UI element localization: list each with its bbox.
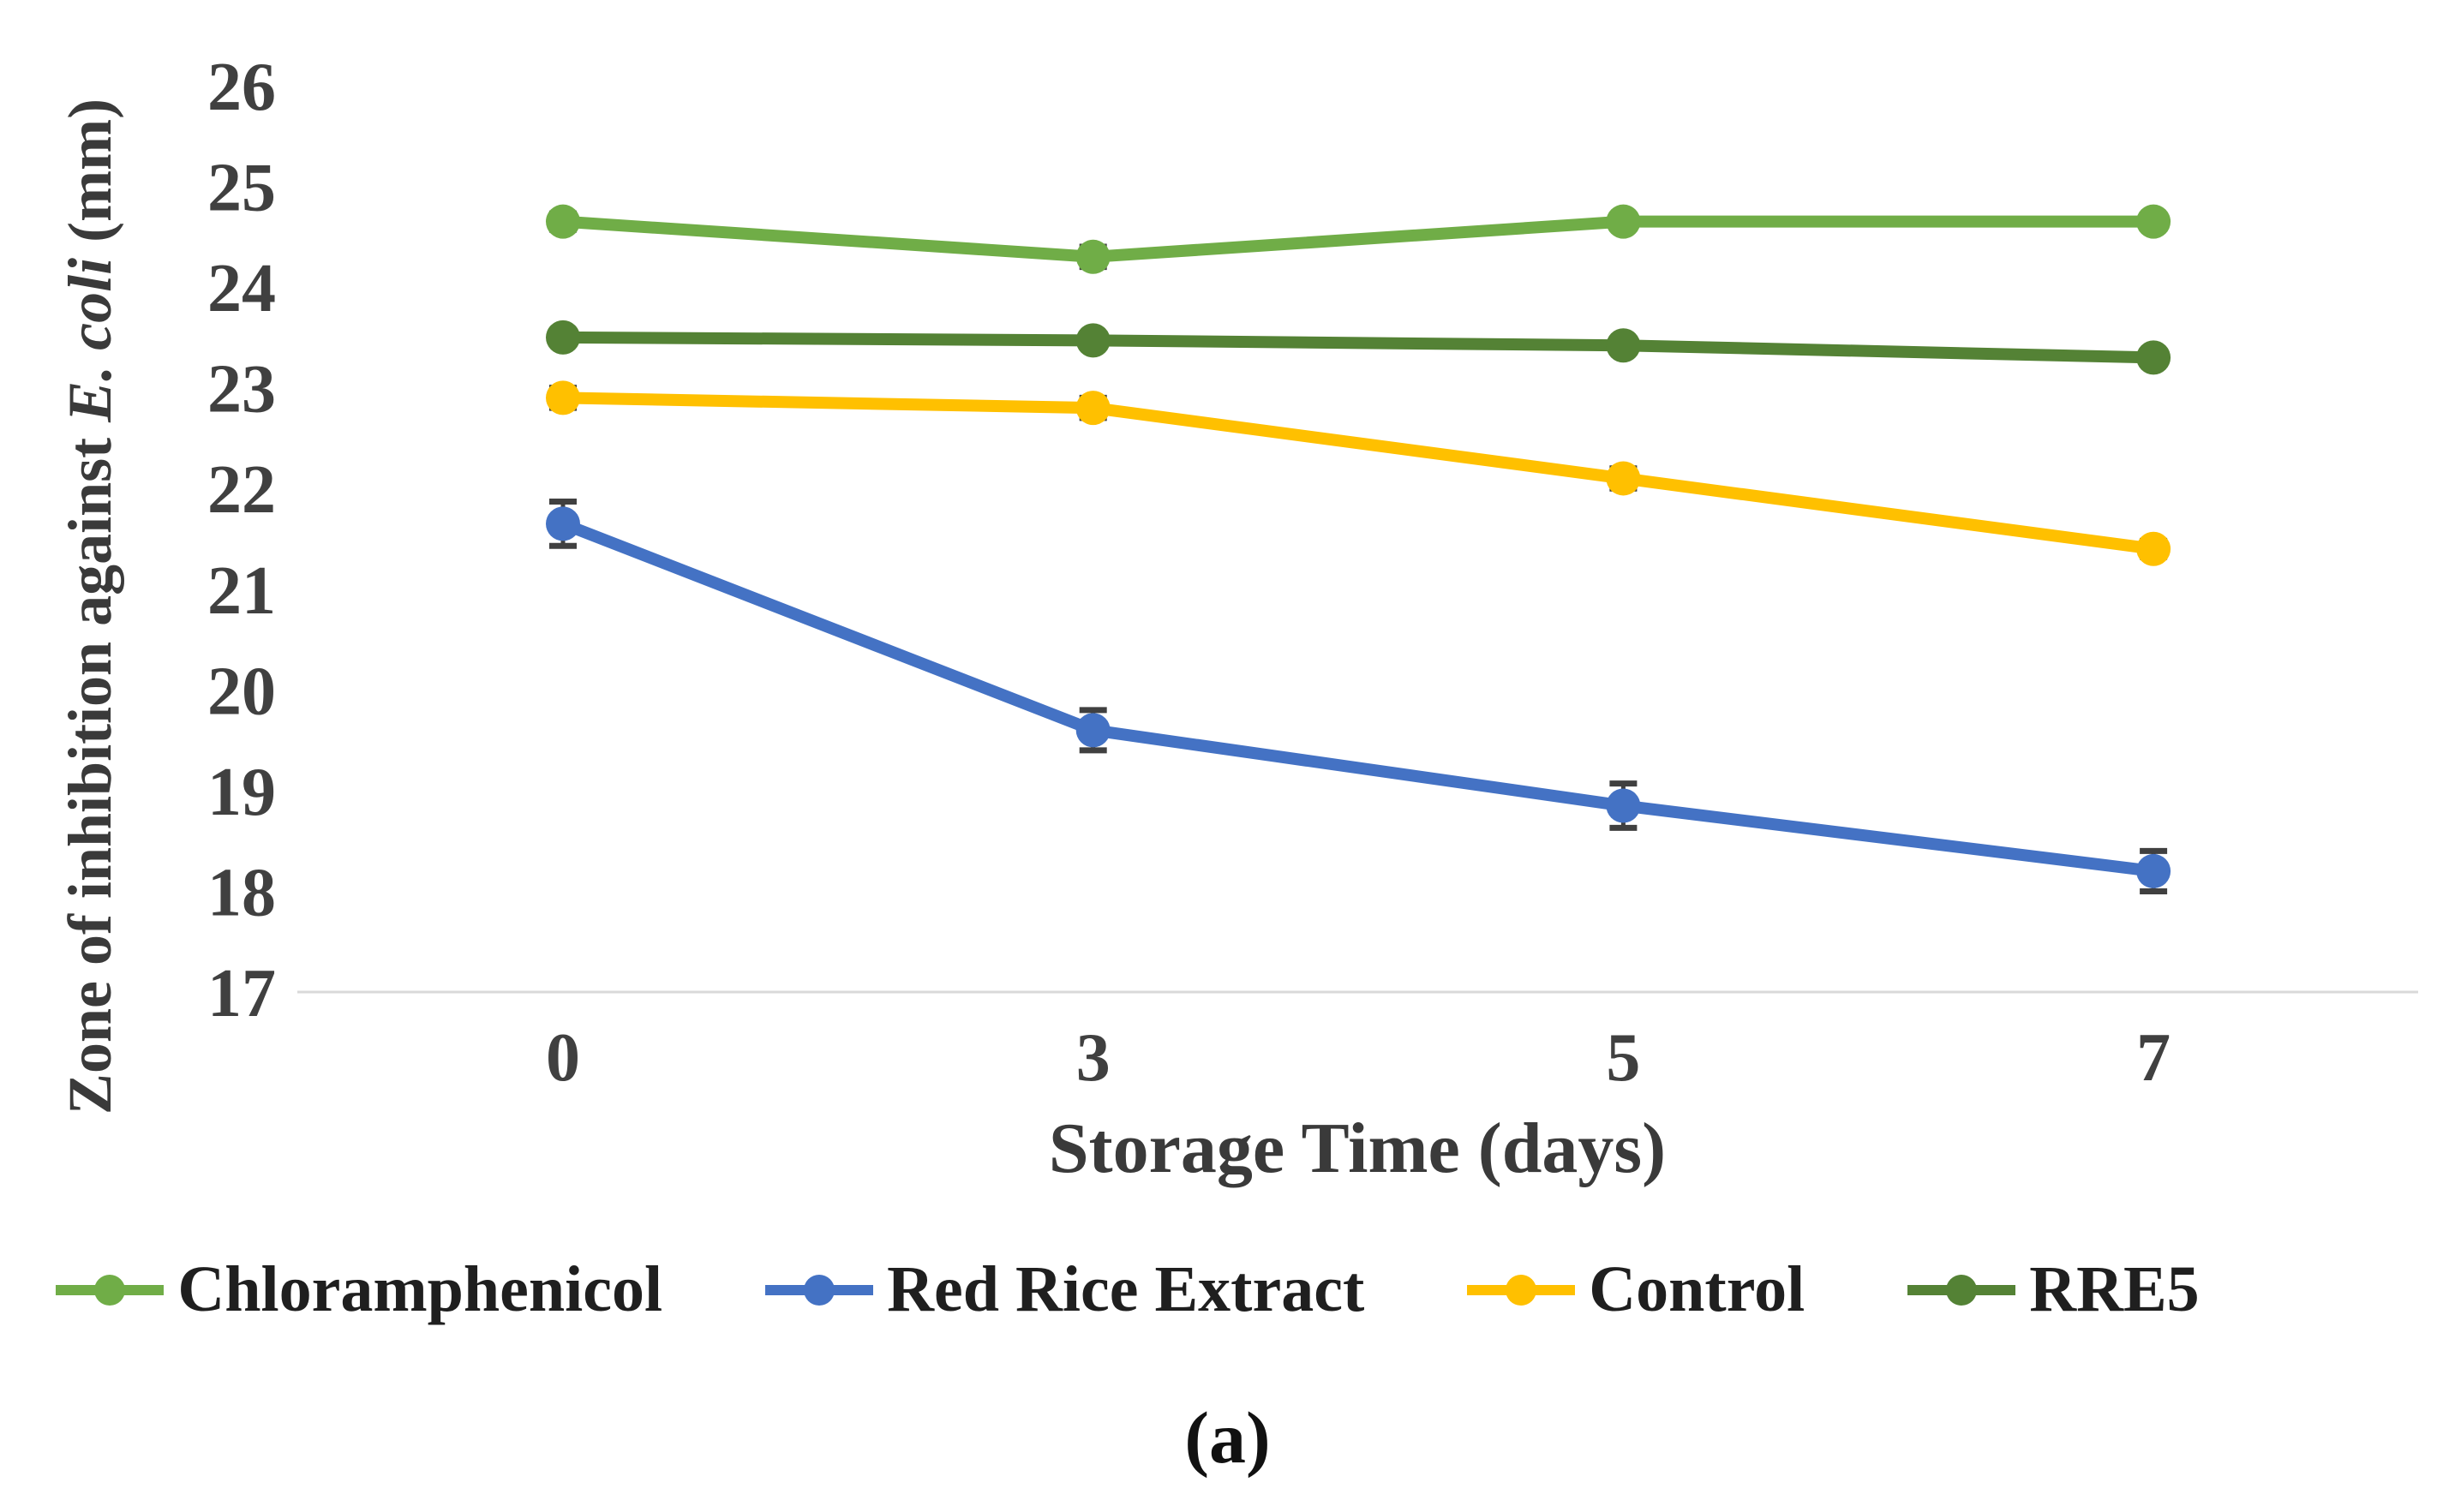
- legend-label: Control: [1589, 1253, 1805, 1325]
- series-path: [557, 391, 2160, 555]
- data-point: [546, 380, 580, 415]
- data-point: [1606, 204, 1641, 239]
- x-axis-title: Storage Time (days): [1048, 1109, 1667, 1188]
- legend: Chloramphenicol Red Rice Extract Control RR…: [0, 1252, 2254, 1327]
- y-tick-label: 20: [207, 654, 276, 729]
- legend-item-chloramphenicol: Chloramphenicol: [54, 1252, 662, 1327]
- legend-swatch-marker: [804, 1274, 835, 1306]
- legend-item-control: Control: [1465, 1252, 1805, 1327]
- y-tick-label: 18: [207, 855, 276, 930]
- data-point: [1075, 239, 1111, 274]
- series-markers-rre5: [546, 320, 2171, 375]
- y-tick-label: 22: [207, 452, 276, 528]
- legend-swatch-marker: [1506, 1274, 1537, 1306]
- y-axis-title-prefix: Zone of inhibition against: [56, 421, 124, 1115]
- data-point: [1606, 328, 1641, 363]
- x-tick-label: 5: [1606, 1020, 1640, 1096]
- series-line-rre5: [557, 331, 2160, 364]
- legend-swatch-icon: [765, 1274, 874, 1306]
- y-tick-label: 17: [207, 956, 276, 1031]
- series-line-control: [557, 391, 2160, 555]
- x-tick-label: 7: [2136, 1020, 2171, 1096]
- y-tick-label: 25: [207, 151, 276, 226]
- y-axis-title-suffix: (mm): [56, 98, 124, 258]
- y-tick-labels: 26 25 24 23 22 21 20 19 18 17: [207, 50, 276, 1031]
- y-tick-label: 24: [207, 251, 276, 326]
- data-point: [2136, 531, 2171, 566]
- x-tick-label: 3: [1076, 1020, 1111, 1096]
- y-tick-label: 21: [207, 553, 276, 629]
- legend-label: Red Rice Extract: [887, 1253, 1365, 1325]
- figure-caption: (a): [1184, 1396, 1271, 1479]
- series-markers-red-rice-extract: [546, 506, 2171, 888]
- series-line-chloramphenicol: [557, 215, 2160, 263]
- series-markers-control: [546, 380, 2171, 566]
- y-tick-label: 23: [207, 352, 276, 427]
- legend-swatch-marker: [94, 1274, 126, 1306]
- legend-swatch-marker: [1946, 1274, 1978, 1306]
- series-path: [557, 517, 2160, 877]
- y-tick-label: 19: [207, 755, 276, 830]
- data-point: [546, 506, 580, 541]
- y-axis-title-italic: E. coli: [56, 257, 124, 422]
- data-point: [2136, 204, 2171, 239]
- data-point: [1075, 391, 1111, 426]
- series-markers-chloramphenicol: [546, 204, 2171, 274]
- x-tick-labels: 0 3 5 7: [546, 1020, 2171, 1096]
- series-path: [557, 331, 2160, 364]
- data-point: [546, 320, 580, 355]
- data-point: [1606, 788, 1641, 823]
- data-point: [1075, 713, 1111, 748]
- legend-swatch-icon: [1467, 1274, 1576, 1306]
- y-axis-title: Zone of inhibition against E. coli (mm): [55, 2, 137, 1211]
- x-tick-label: 0: [546, 1020, 580, 1096]
- legend-item-rre5: RRE5: [1906, 1252, 2200, 1327]
- data-point: [1075, 323, 1111, 358]
- series-line-red-rice-extract: [557, 517, 2160, 877]
- legend-label: RRE5: [2029, 1253, 2200, 1325]
- data-point: [1606, 461, 1641, 496]
- series-path: [557, 215, 2160, 263]
- legend-item-red-rice-extract: Red Rice Extract: [763, 1252, 1364, 1327]
- y-tick-label: 26: [207, 50, 276, 125]
- legend-swatch-icon: [1907, 1274, 2016, 1306]
- data-point: [2136, 340, 2171, 375]
- error-bars: [549, 210, 2168, 894]
- legend-swatch-icon: [56, 1274, 165, 1306]
- legend-label: Chloramphenicol: [177, 1253, 663, 1325]
- data-point: [546, 204, 580, 239]
- data-point: [2136, 853, 2171, 888]
